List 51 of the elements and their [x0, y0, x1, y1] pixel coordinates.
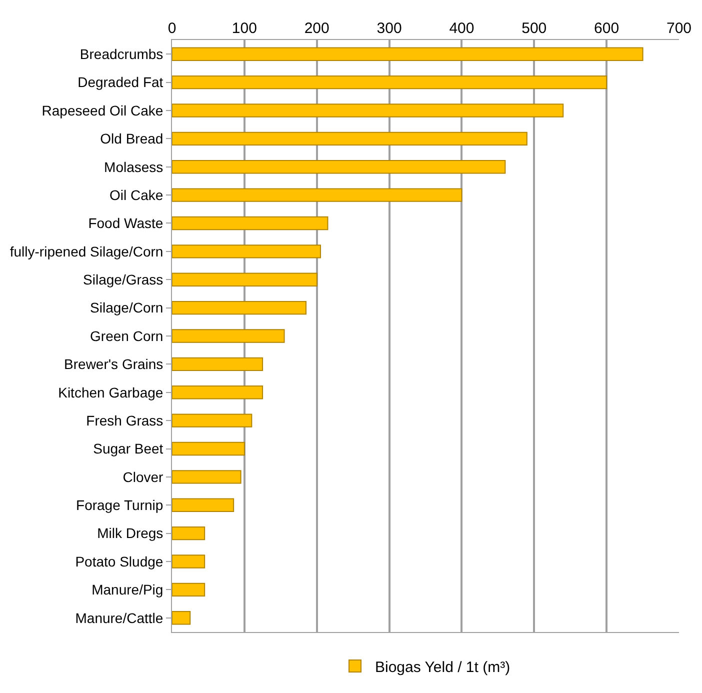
x-tick-label: 300: [376, 20, 402, 37]
y-tick-label: Silage/Corn: [90, 300, 164, 316]
y-tick-label: Rapeseed Oil Cake: [42, 102, 164, 118]
bar: [172, 104, 564, 118]
y-tick-label: Oil Cake: [110, 186, 164, 203]
y-tick-label: Forage Turnip: [76, 497, 164, 514]
bar: [172, 216, 328, 230]
y-tick-label: Degraded Fat: [78, 74, 164, 90]
y-tick-label: Fresh Grass: [86, 412, 164, 428]
bar: [172, 329, 285, 343]
x-tick-label: 400: [449, 20, 474, 37]
bar: [172, 386, 264, 400]
y-tick-label: Sugar Beet: [93, 440, 164, 457]
y-tick-label: Milk Dregs: [97, 525, 164, 542]
y-tick-label: Molasess: [104, 158, 164, 175]
x-tick-label: 0: [168, 20, 176, 37]
bar: [172, 498, 234, 512]
y-tick-label: Clover: [122, 468, 164, 485]
y-tick-label: Kitchen Garbage: [58, 384, 164, 400]
bar: [172, 582, 206, 597]
x-tick-label: 700: [666, 20, 692, 37]
y-tick-label: Green Corn: [90, 328, 164, 344]
bar: [172, 272, 318, 286]
y-tick-label: Brewer's Grains: [64, 356, 164, 372]
x-tick-label: 500: [522, 20, 547, 37]
bar: [172, 132, 528, 146]
bar: [172, 188, 462, 202]
bar: [172, 442, 245, 456]
bar: [172, 611, 191, 625]
y-tick-label: Silage/Grass: [83, 272, 164, 288]
y-tick-label: Potato Sludge: [75, 553, 164, 570]
bar: [172, 357, 264, 372]
legend-label: Biogas Yeld / 1t (m³): [375, 658, 510, 676]
y-tick-label: Old Bread: [100, 130, 164, 147]
y-tick-label: Food Waste: [88, 215, 164, 232]
x-tick-label: 600: [594, 20, 620, 37]
x-tick-label: 100: [232, 20, 257, 37]
bar: [172, 300, 306, 315]
bar: [172, 47, 644, 61]
bar: [172, 414, 252, 428]
x-tick-label: 200: [304, 20, 330, 37]
bar: [172, 75, 608, 90]
y-tick-label: fully-ripened Silage/Corn: [10, 243, 164, 260]
bar: [172, 554, 206, 568]
bar: [172, 160, 506, 174]
y-tick-label: Manure/Cattle: [75, 610, 164, 626]
y-tick-label: Manure/Pig: [92, 582, 164, 598]
bar: [172, 526, 206, 540]
bar: [172, 244, 321, 258]
y-tick-label: Breadcrumbs: [80, 46, 164, 62]
bar: [172, 470, 242, 484]
